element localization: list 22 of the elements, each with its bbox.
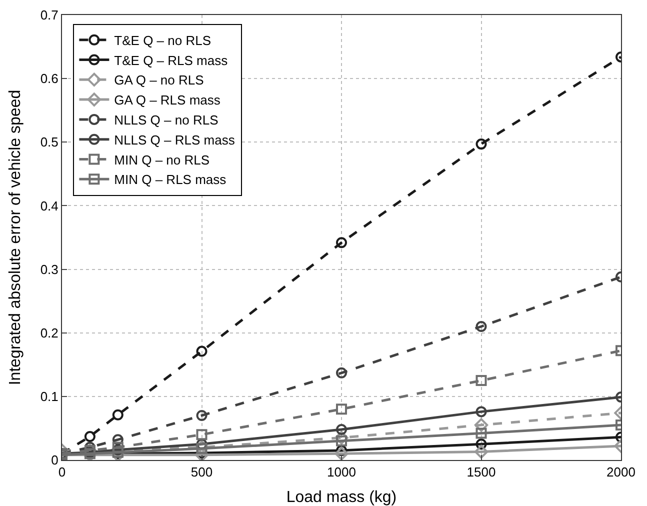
x-tick-label: 2000 <box>606 464 636 480</box>
x-tick-label: 1000 <box>327 464 356 480</box>
y-axis-title: Integrated absolute error of vehicle speed <box>7 90 24 386</box>
legend-label: T&E Q – no RLS <box>114 32 212 48</box>
y-tick-label: 0.5 <box>40 134 58 150</box>
x-tick-label: 500 <box>190 464 213 480</box>
y-tick-label: 0 <box>51 452 58 468</box>
x-axis-title: Load mass (kg) <box>286 489 397 506</box>
y-tick-label: 0.1 <box>40 388 58 404</box>
x-tick-label: 1500 <box>466 464 496 480</box>
legend-label: MIN Q – RLS mass <box>114 172 227 188</box>
legend-label: NLLS Q – RLS mass <box>114 132 236 148</box>
y-tick-label: 0.4 <box>40 198 58 214</box>
y-tick-label: 0.7 <box>40 8 58 23</box>
legend-label: T&E Q – RLS mass <box>114 52 228 68</box>
legend-label: GA Q – no RLS <box>114 72 204 88</box>
legend-label: MIN Q – no RLS <box>114 152 210 168</box>
legend-label: GA Q – RLS mass <box>114 92 221 108</box>
legend-label: NLLS Q – no RLS <box>114 112 219 128</box>
y-tick-label: 0.3 <box>40 262 58 277</box>
y-tick-label: 0.2 <box>40 325 58 340</box>
y-tick-label: 0.6 <box>40 71 58 86</box>
